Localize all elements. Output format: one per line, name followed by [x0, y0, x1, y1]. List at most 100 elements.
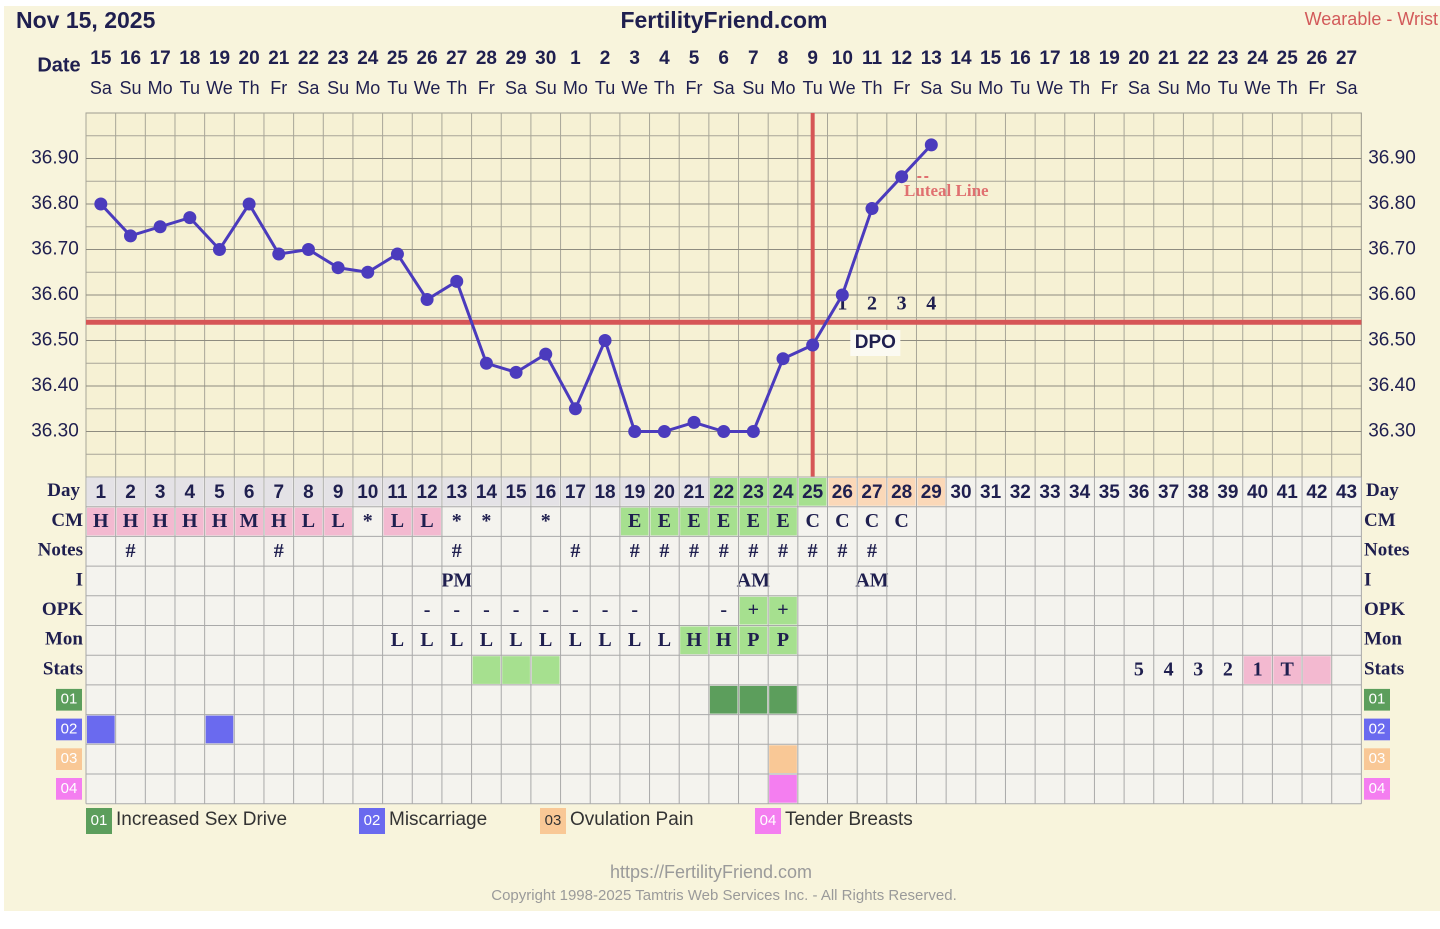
cell-fill [116, 507, 145, 536]
cell-fill [324, 507, 352, 536]
cell-fill [205, 715, 234, 744]
cell-fill [294, 507, 323, 536]
cell-fill [413, 478, 441, 506]
weekday-label: Su [327, 78, 349, 98]
day-number: 33 [1039, 482, 1060, 503]
weekday-label: Fr [478, 78, 495, 98]
cell-text: L [658, 629, 671, 651]
weekday-label: Mo [978, 78, 1003, 98]
cell-text: PM [441, 570, 472, 592]
temperature-point [776, 352, 790, 366]
dpo-number: 1 [837, 293, 847, 315]
row-badge-right [1364, 748, 1390, 770]
y-tick-label: 36.30 [31, 421, 79, 442]
temperature-point [153, 220, 167, 234]
row-label: CM [51, 510, 83, 531]
cell-text: H [93, 510, 109, 532]
date-label: 22 [1188, 48, 1209, 69]
cell-text: # [659, 540, 669, 562]
cell-text: # [570, 540, 580, 562]
row-label-right: 01 [1369, 691, 1386, 708]
cell-fill [175, 478, 204, 506]
cell-text: - [572, 599, 579, 621]
day-number: 7 [274, 482, 285, 503]
weekday-label: Th [1277, 78, 1298, 98]
cell-text: # [808, 540, 818, 562]
weekday-label: Sa [713, 78, 736, 98]
day-number: 41 [1277, 482, 1299, 503]
temperature-point [717, 425, 731, 438]
dpo-number: 4 [926, 293, 936, 315]
row-label-right: Day [1366, 480, 1399, 501]
footer-copyright: Copyright 1998-2025 Tamtris Web Services… [491, 887, 956, 904]
date-label: 21 [1158, 48, 1180, 69]
day-number: 31 [980, 482, 1002, 503]
cell-text: L [569, 629, 582, 651]
weekday-label: Mo [563, 78, 588, 98]
weekday-label: Fr [1101, 78, 1118, 98]
cell-text: H [182, 510, 198, 532]
date-label: 5 [689, 48, 700, 69]
cell-text: - [513, 599, 520, 621]
weekday-label: Th [861, 78, 882, 98]
legend-badge [755, 808, 781, 834]
weekday-label: Tu [802, 78, 822, 98]
cell-text: L [331, 510, 344, 532]
row-badge-right [1364, 718, 1390, 741]
cell-text: # [452, 540, 462, 562]
day-number: 17 [565, 482, 586, 503]
weekday-label: Th [446, 78, 467, 98]
cell-fill [798, 478, 827, 506]
cell-fill [531, 656, 560, 684]
cell-fill [769, 685, 797, 714]
cell-fill [709, 685, 738, 714]
date-label: 22 [298, 48, 319, 69]
weekday-label: Th [1069, 78, 1090, 98]
date-label: 27 [446, 48, 467, 69]
weekday-label: Th [239, 78, 260, 98]
cell-fill [828, 478, 857, 506]
cell-text: E [717, 510, 730, 532]
y-tick-label-right: 36.50 [1368, 330, 1416, 351]
row-label: OPK [42, 599, 83, 620]
cell-fill [739, 478, 768, 506]
day-number: 4 [185, 482, 196, 503]
weekday-label: We [206, 78, 233, 98]
date-label: 12 [891, 48, 912, 69]
weekday-label: Su [1158, 78, 1180, 98]
date-label: 7 [748, 48, 759, 69]
cell-fill [235, 507, 263, 536]
cell-fill [620, 478, 649, 506]
day-number: 6 [244, 482, 255, 503]
dpo-number: 3 [897, 293, 907, 315]
cell-text: * [541, 510, 551, 532]
cell-fill [769, 745, 797, 773]
cell-fill [146, 507, 174, 536]
cell-fill [650, 478, 679, 506]
day-number: 19 [624, 482, 645, 503]
cell-text: - [542, 599, 549, 621]
date-label: 6 [718, 48, 729, 69]
cell-fill [442, 478, 471, 506]
y-tick-label: 36.70 [31, 239, 79, 260]
cell-text: H [152, 510, 168, 532]
day-number: 27 [861, 482, 882, 503]
legend-label: Miscarriage [389, 809, 487, 830]
row-badge [56, 748, 82, 770]
cell-fill [472, 478, 501, 506]
weekday-label: Sa [90, 78, 113, 98]
cell-fill [709, 478, 738, 506]
cell-text: L [420, 629, 433, 651]
cell-fill [87, 507, 115, 536]
day-number: 43 [1336, 482, 1357, 503]
cell-text: C [805, 510, 819, 532]
cell-text: E [687, 510, 700, 532]
row-badge-right [1364, 688, 1390, 711]
cell-text: # [689, 540, 699, 562]
day-number: 24 [772, 482, 794, 503]
date-label: 29 [505, 48, 526, 69]
date-label: 20 [239, 48, 260, 69]
weekday-label: Su [742, 78, 764, 98]
day-number: 39 [1217, 482, 1238, 503]
day-number: 25 [802, 482, 824, 503]
